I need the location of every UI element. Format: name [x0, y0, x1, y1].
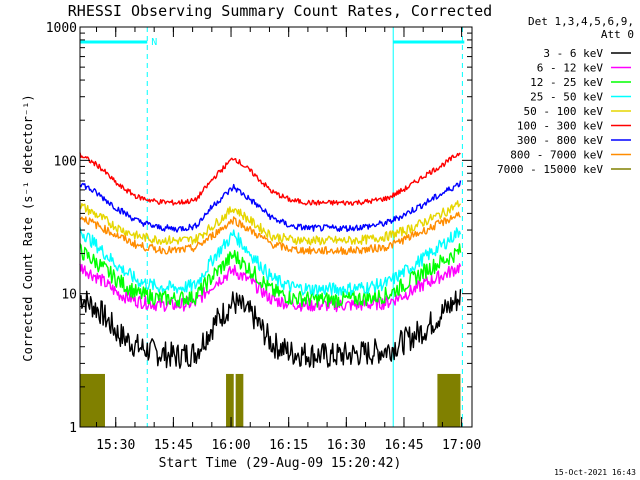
legend-entry-label: 25 - 50 keV: [530, 91, 603, 104]
series-mark-7000-15000: [226, 373, 234, 427]
x-tick-label: 15:30: [96, 438, 135, 453]
x-tick-label: 15:45: [154, 438, 193, 453]
x-tick-label: 17:00: [442, 438, 481, 453]
x-axis: 15:30 15:45 16:00 16:15 16:30 16:45 17:00: [96, 27, 481, 453]
night-label: N: [151, 37, 157, 48]
y-axis-label: Corrected Count Rate (s⁻¹ detector⁻¹): [21, 94, 35, 361]
series-mark-7000-15000: [235, 373, 244, 427]
series-mark-7000-15000: [80, 373, 105, 427]
legend: Det 1,3,4,5,6,9,Att 0 3 - 6 keV 6 - 12 keV…: [497, 15, 634, 176]
y-axis: 1 10 100 1000: [46, 21, 472, 436]
series-line-25-50-kev: [79, 227, 462, 296]
footer-timestamp: 15-Oct-2021 16:43: [554, 468, 636, 477]
series-mark-7000-15000: [437, 373, 461, 427]
plot-frame: [79, 26, 473, 428]
legend-entry-label: 12 - 25 keV: [530, 76, 603, 89]
legend-header: Det 1,3,4,5,6,9,: [528, 15, 634, 28]
x-axis-label: Start Time (29-Aug-09 15:20:42): [159, 456, 402, 471]
legend-entry-label: 3 - 6 keV: [543, 47, 603, 60]
series-line-3-6-kev: [79, 289, 462, 369]
x-tick-label: 16:45: [384, 438, 423, 453]
y-tick-label: 1: [69, 421, 77, 436]
legend-header: Att 0: [601, 28, 634, 41]
chart-title: RHESSI Observing Summary Count Rates, Co…: [68, 2, 492, 20]
series-line-800-7000-kev: [79, 211, 461, 256]
legend-entry-label: 100 - 300 keV: [517, 120, 603, 133]
series-line-6-12-kev: [79, 263, 462, 313]
y-tick-label: 1000: [46, 21, 77, 36]
x-tick-label: 16:15: [269, 438, 308, 453]
x-tick-label: 16:30: [327, 438, 366, 453]
series-line-50-100-kev: [79, 200, 462, 246]
legend-entry-label: 800 - 7000 keV: [510, 149, 603, 162]
series-line-100-300-kev: [79, 152, 461, 206]
legend-entry-label: 6 - 12 keV: [537, 62, 604, 75]
y-tick-label: 10: [61, 288, 77, 303]
legend-entry-label: 50 - 100 keV: [524, 105, 604, 118]
x-tick-label: 16:00: [211, 438, 250, 453]
series-line-300-800-kev: [79, 180, 462, 233]
plot-area: N: [79, 26, 473, 428]
y-tick-label: 100: [54, 154, 77, 169]
legend-entry-label: 300 - 800 keV: [517, 134, 603, 147]
legend-entry-label: 7000 - 15000 keV: [497, 163, 603, 176]
series-line-12-25-kev: [79, 243, 462, 308]
